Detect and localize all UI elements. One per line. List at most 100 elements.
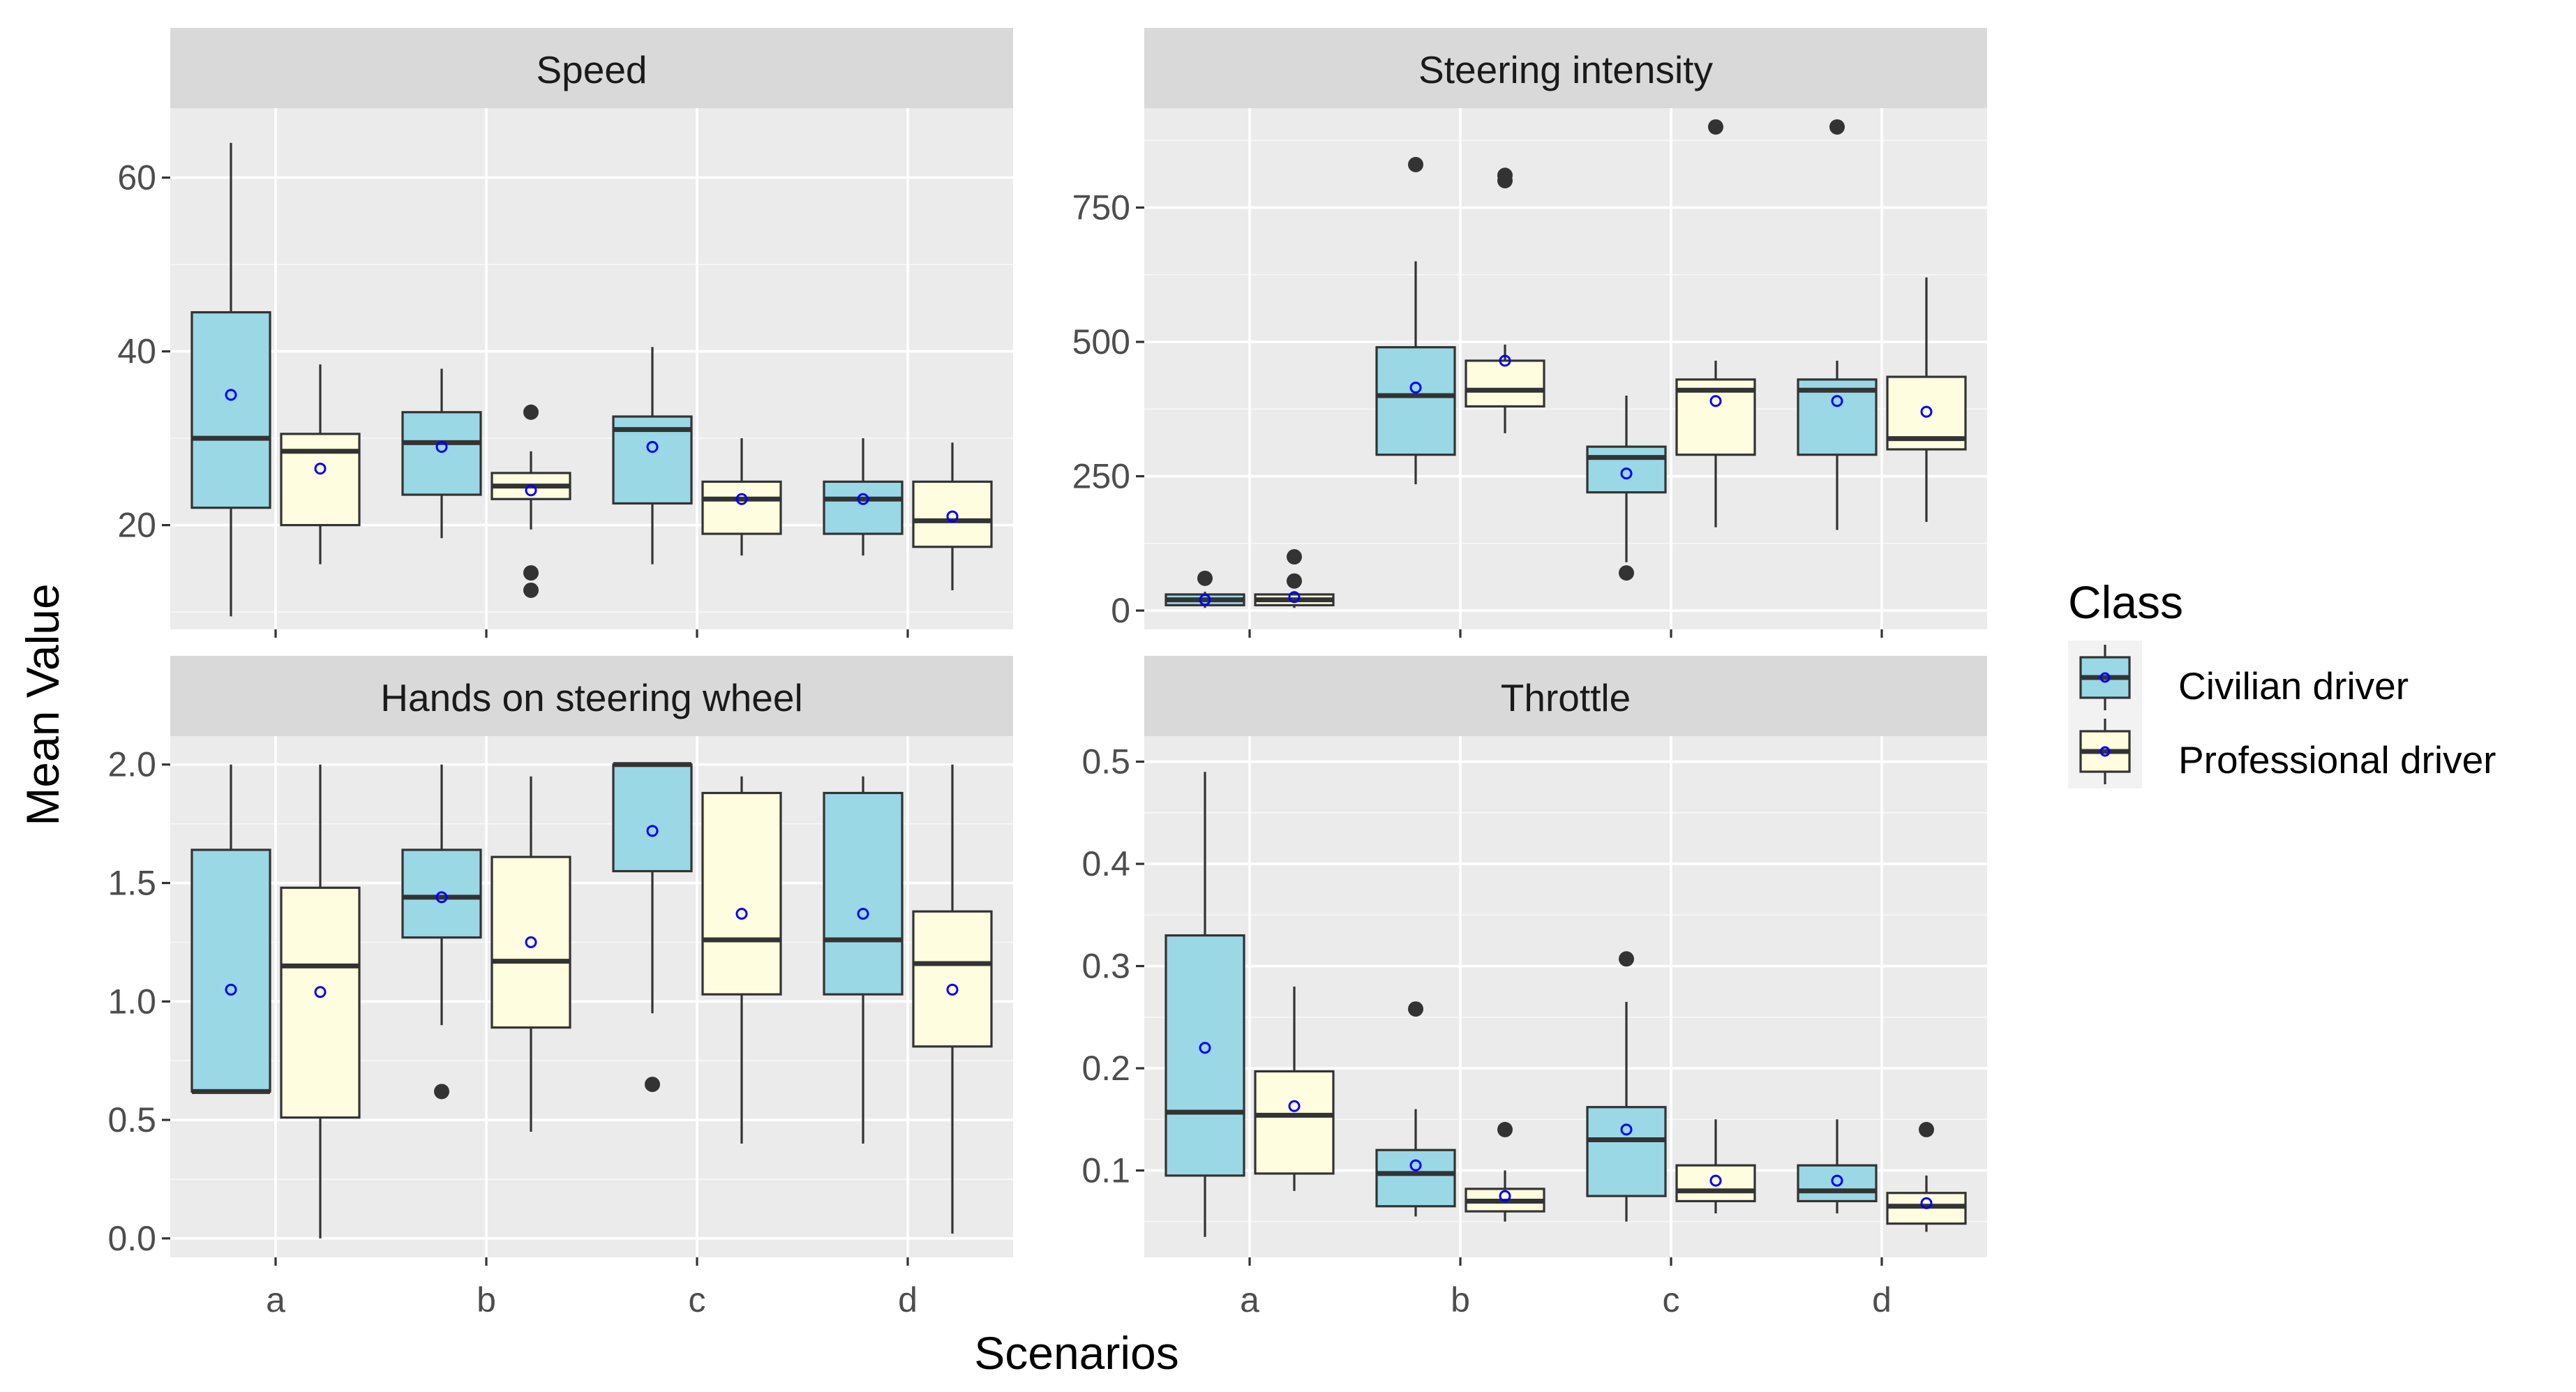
y-tick-label: 0 xyxy=(1111,591,1130,630)
legend-keys xyxy=(2068,641,2142,788)
box-body xyxy=(190,310,271,509)
mean-marker xyxy=(225,389,237,401)
x-tick-label: a xyxy=(1240,1280,1259,1319)
panel-1: Steering intensity 0 250 500 750 xyxy=(1072,28,1987,638)
legend-key-mean xyxy=(2099,672,2111,683)
facet-title: Speed xyxy=(536,48,647,91)
x-tick-label: d xyxy=(1872,1280,1892,1319)
outlier-point xyxy=(1619,565,1634,581)
box-body xyxy=(190,848,271,1093)
box-body xyxy=(280,886,361,1119)
box-c-professional xyxy=(701,776,782,1144)
panel-3: Throttle 0.1 0.2 0.3 0.4 0.5 a b c d xyxy=(1081,656,1987,1319)
facet-title: Throttle xyxy=(1501,676,1631,719)
box-d-civilian xyxy=(823,776,904,1144)
box-a-civilian xyxy=(190,142,271,617)
mean-marker xyxy=(1920,1197,1933,1209)
x-tick-label: b xyxy=(477,1280,496,1319)
box-c-professional xyxy=(1675,119,1756,527)
box-body xyxy=(823,480,904,535)
panel-background xyxy=(1144,108,1987,629)
mean-marker xyxy=(314,463,327,475)
x-tick-label: b xyxy=(1451,1280,1470,1319)
x-tick-label: d xyxy=(898,1280,918,1319)
mean-marker xyxy=(646,441,659,454)
box-body xyxy=(1797,1164,1878,1203)
panel-0: Speed 20 40 60 xyxy=(117,28,1013,638)
mean-marker xyxy=(857,493,869,505)
legend: Class Civilian driver Professional drive… xyxy=(2068,576,2496,788)
facet-strip xyxy=(170,28,1013,108)
mean-marker xyxy=(735,493,748,505)
legend-key-professional xyxy=(2068,714,2142,788)
y-tick-label: 0.0 xyxy=(107,1219,156,1258)
mean-marker xyxy=(1831,1174,1843,1187)
y-tick-label: 40 xyxy=(117,332,156,371)
x-tick-label: c xyxy=(689,1280,706,1319)
legend-label-civilian: Civilian driver xyxy=(2178,664,2409,708)
facet-title: Hands on steering wheel xyxy=(380,676,802,719)
box-d-civilian xyxy=(823,438,904,556)
outlier-point xyxy=(1708,119,1723,135)
y-tick-label: 0.5 xyxy=(107,1100,156,1139)
box-b-professional xyxy=(491,776,571,1132)
outlier-point xyxy=(523,582,539,598)
mean-marker xyxy=(525,484,537,497)
box-body xyxy=(1254,1070,1335,1175)
box-body xyxy=(1465,359,1545,408)
mean-marker xyxy=(435,441,448,454)
outlier-point xyxy=(1919,1121,1934,1137)
box-b-civilian xyxy=(1375,1001,1456,1217)
facet-title: Steering intensity xyxy=(1418,48,1713,91)
box-b-civilian xyxy=(401,368,482,539)
box-body xyxy=(912,910,993,1048)
y-tick-label: 0.1 xyxy=(1081,1151,1130,1190)
mean-marker xyxy=(1709,1174,1722,1187)
box-body xyxy=(823,791,904,996)
y-tick-label: 2.0 xyxy=(107,745,156,784)
mean-marker xyxy=(946,510,959,523)
box-body xyxy=(1375,1148,1456,1208)
facet-strip xyxy=(1144,656,1987,736)
y-tick-label: 750 xyxy=(1072,188,1130,227)
box-a-professional xyxy=(280,764,361,1238)
y-tick-label: 1.0 xyxy=(107,982,156,1021)
box-c-civilian xyxy=(1586,951,1667,1222)
outlier-point xyxy=(1497,1121,1513,1137)
x-tick-label: c xyxy=(1663,1280,1680,1319)
mean-marker xyxy=(525,936,537,948)
y-tick-label: 1.5 xyxy=(107,864,156,903)
y-tick-label: 0.3 xyxy=(1081,947,1130,986)
box-body xyxy=(701,791,782,996)
outlier-point xyxy=(645,1077,660,1093)
box-c-civilian xyxy=(612,347,693,564)
box-body xyxy=(701,480,782,535)
mean-marker xyxy=(1409,1159,1422,1172)
mean-marker xyxy=(946,983,959,996)
mean-marker xyxy=(1620,467,1633,480)
box-d-professional xyxy=(1886,1121,1967,1232)
box-a-civilian xyxy=(1165,570,1245,608)
y-tick-label: 0.5 xyxy=(1081,742,1130,781)
box-a-professional xyxy=(1254,986,1335,1191)
box-body xyxy=(401,848,482,939)
mean-marker xyxy=(1620,1123,1633,1136)
box-b-civilian xyxy=(401,764,482,1100)
box-body xyxy=(1375,346,1456,456)
box-c-civilian xyxy=(1586,396,1667,581)
mean-marker xyxy=(1288,1100,1301,1112)
outlier-point xyxy=(1408,1001,1423,1017)
legend-key-civilian xyxy=(2068,641,2142,714)
box-d-civilian xyxy=(1797,1119,1878,1214)
box-body xyxy=(1675,1164,1756,1203)
mean-marker xyxy=(646,825,659,837)
outlier-point xyxy=(1497,172,1513,188)
box-c-professional xyxy=(1675,1119,1756,1214)
x-tick-label: a xyxy=(266,1280,285,1319)
y-tick-label: 20 xyxy=(117,506,156,545)
outlier-point xyxy=(1197,570,1213,586)
outlier-point xyxy=(1619,951,1634,967)
box-a-professional xyxy=(280,364,361,564)
box-b-professional xyxy=(491,404,571,598)
